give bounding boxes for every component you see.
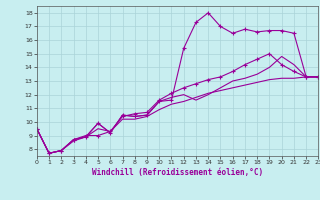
X-axis label: Windchill (Refroidissement éolien,°C): Windchill (Refroidissement éolien,°C) [92, 168, 263, 177]
